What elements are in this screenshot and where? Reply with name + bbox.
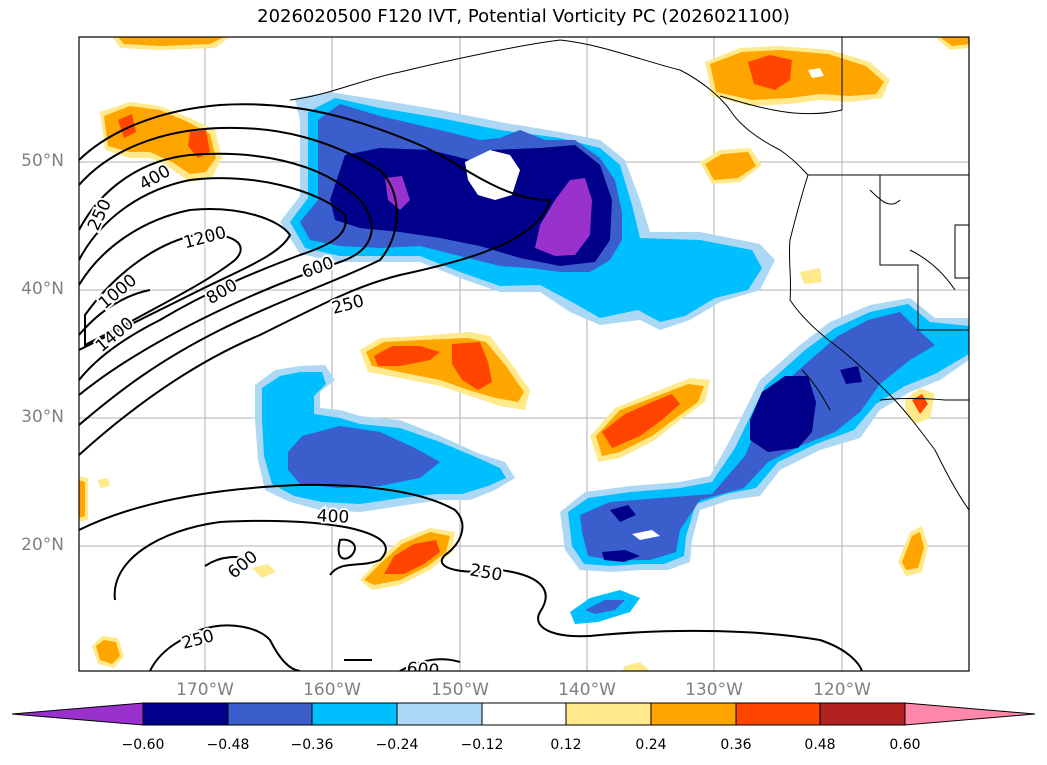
map-frame (78, 36, 970, 672)
contour-label: 400 (314, 504, 351, 530)
positive-pv-anomalies (79, 37, 969, 671)
lon-label: 130°W (685, 680, 743, 700)
negative-pv-anomaly-central (255, 365, 515, 512)
svg-text:400: 400 (316, 506, 349, 528)
map-title: 2026020500 F120 IVT, Potential Vorticity… (257, 6, 790, 27)
colorbar-tick: 0.12 (550, 737, 582, 753)
colorbar-extend-high (904, 702, 1036, 726)
coastlines (289, 37, 969, 511)
colorbar-tick: 0.48 (804, 737, 836, 753)
colorbar-segment (311, 702, 398, 726)
lon-label: 160°W (303, 680, 361, 700)
colorbar-segment (650, 702, 737, 726)
negative-pv-anomaly-south (560, 298, 969, 624)
svg-text:600: 600 (406, 659, 440, 682)
lat-label: 40°N (21, 279, 64, 299)
colorbar-tick: −0.24 (375, 737, 419, 753)
lon-label: 170°W (176, 680, 234, 700)
lon-label: 120°W (813, 680, 871, 700)
colorbar-tick: 0.60 (889, 737, 921, 753)
negative-pv-anomaly-north (280, 92, 775, 330)
lat-label: 20°N (21, 535, 64, 555)
colorbar-segment (227, 702, 313, 726)
lon-label: 140°W (558, 680, 616, 700)
colorbar-tick: 0.24 (635, 737, 667, 753)
colorbar (11, 702, 1036, 726)
colorbar-tick: −0.48 (206, 737, 250, 753)
contour-label: 600 (404, 657, 442, 682)
lat-label: 30°N (21, 407, 64, 427)
colorbar-segment (565, 702, 652, 726)
lon-label: 150°W (431, 680, 489, 700)
colorbar-segment (481, 702, 567, 726)
colorbar-extend-low (11, 702, 144, 726)
colorbar-tick: −0.12 (460, 737, 504, 753)
colorbar-segment (819, 702, 906, 726)
colorbar-segment (396, 702, 483, 726)
colorbar-tick: −0.36 (290, 737, 334, 753)
colorbar-tick: 0.36 (720, 737, 752, 753)
colorbar-segment (735, 702, 821, 726)
lat-label: 50°N (21, 151, 64, 171)
colorbar-tick: −0.60 (121, 737, 165, 753)
colorbar-segment (142, 702, 229, 726)
ivt-contours (79, 103, 863, 671)
